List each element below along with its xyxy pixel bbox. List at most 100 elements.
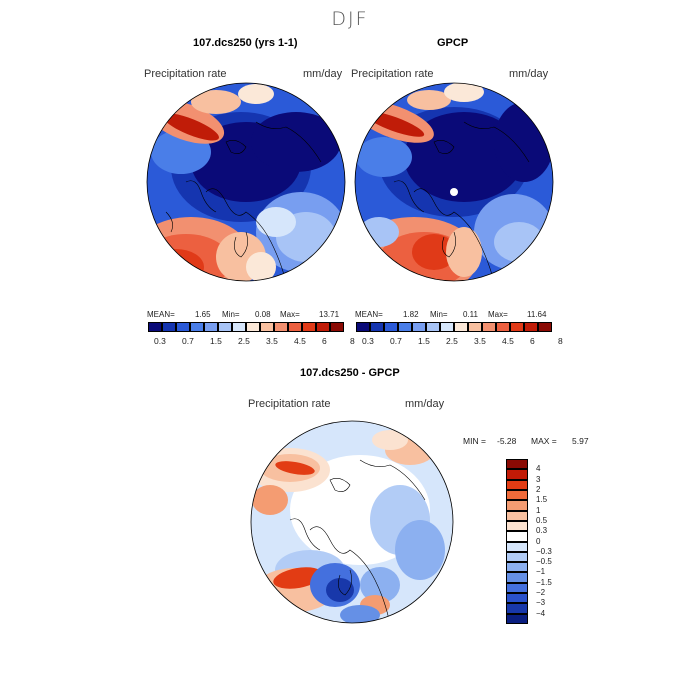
stat-min-model: 0.08: [255, 310, 271, 319]
colorbar-cell: [506, 593, 528, 604]
polar-map-model: [146, 82, 346, 282]
colorbar-cell: [356, 322, 370, 332]
colorbar-ticks-diff: 4 3 2 1.5 1 0.5 0.3 0 −0.3 −0.5 −1 −1.5 −2 −3 −4: [506, 459, 566, 624]
colorbar-cell: [506, 479, 528, 490]
stat-max-obs: 11.64: [527, 310, 547, 319]
colorbar-tick-label: 0.3: [154, 336, 166, 346]
colorbar-cell: [538, 322, 552, 332]
colorbar-tick-label: −3: [536, 598, 546, 608]
variable-label-obs: Precipitation rate: [351, 68, 434, 80]
colorbar-cell: [506, 572, 528, 583]
colorbar-obs: [356, 322, 552, 332]
colorbar-cell: [302, 322, 316, 332]
colorbar-cell: [506, 541, 528, 552]
colorbar-tick-label: 0.5: [536, 515, 548, 525]
colorbar-tick-label: 2: [536, 484, 541, 494]
colorbar-tick-label: 1.5: [210, 336, 222, 346]
colorbar-cell: [426, 322, 440, 332]
colorbar-cell: [506, 459, 528, 470]
colorbar-cell: [506, 613, 528, 624]
stat-mean-label-model: MEAN=: [147, 310, 175, 319]
stat-min-label-diff: MIN =: [463, 436, 486, 446]
colorbar-cell: [162, 322, 176, 332]
colorbar-cell: [440, 322, 454, 332]
colorbar-cell: [506, 551, 528, 563]
panel-title-diff: 107.dcs250 - GPCP: [300, 367, 400, 379]
colorbar-cell: [288, 322, 302, 332]
colorbar-tick-label: 3.5: [474, 336, 486, 346]
colorbar-cell: [496, 322, 510, 332]
colorbar-tick-label: 4.5: [502, 336, 514, 346]
colorbar-cell: [506, 500, 528, 511]
colorbar-cell: [148, 322, 162, 332]
colorbar-tick-label: 0.3: [536, 526, 548, 536]
stat-mean-obs: 1.82: [403, 310, 419, 319]
stat-max-label-diff: MAX =: [531, 436, 557, 446]
panel-title-model: 107.dcs250 (yrs 1-1): [193, 37, 298, 49]
colorbar-cell: [370, 322, 384, 332]
colorbar-tick-label: −0.3: [536, 546, 552, 556]
colorbar-tick-label: 2.5: [238, 336, 250, 346]
colorbar-cell: [506, 603, 528, 614]
colorbar-tick-label: 1.5: [418, 336, 430, 346]
colorbar-cell: [232, 322, 246, 332]
colorbar-cell: [330, 322, 344, 332]
colorbar-tick-label: −0.5: [536, 557, 552, 567]
colorbar-diff: [506, 459, 528, 624]
colorbar-cell: [204, 322, 218, 332]
colorbar-tick-label: 4: [536, 464, 541, 474]
colorbar-tick-label: 1.5: [536, 495, 548, 505]
colorbar-cell: [218, 322, 232, 332]
colorbar-cell: [176, 322, 190, 332]
colorbar-cell: [506, 531, 528, 542]
stat-min-label-model: Min=: [222, 310, 240, 319]
colorbar-cell: [506, 520, 528, 532]
colorbar-cell: [260, 322, 274, 332]
polar-map-obs: [354, 82, 554, 282]
units-label-diff: mm/day: [405, 398, 445, 410]
stat-max-label-model: Max=: [280, 310, 300, 319]
stat-mean-model: 1.65: [195, 310, 211, 319]
colorbar-cell: [510, 322, 524, 332]
colorbar-cell: [246, 322, 260, 332]
colorbar-cell: [190, 322, 204, 332]
colorbar-ticks-model: 0.3 0.7 1.5 2.5 3.5 4.5 6 8: [148, 336, 355, 348]
polar-map-diff: [250, 420, 454, 624]
colorbar-cell: [506, 562, 528, 573]
colorbar-cell: [506, 469, 528, 480]
stat-min-diff: -5.28: [497, 436, 517, 446]
stat-mean-label-obs: MEAN=: [355, 310, 383, 319]
colorbar-cell: [412, 322, 426, 332]
colorbar-tick-label: 0.7: [390, 336, 402, 346]
colorbar-cell: [384, 322, 398, 332]
colorbar-cell: [398, 322, 412, 332]
colorbar-cell: [316, 322, 330, 332]
stat-max-label-obs: Max=: [488, 310, 508, 319]
colorbar-cell: [506, 489, 528, 501]
panel-title-obs: GPCP: [437, 37, 469, 49]
stat-min-label-obs: Min=: [430, 310, 448, 319]
colorbar-tick-label: 2.5: [446, 336, 458, 346]
colorbar-ticks-obs: 0.3 0.7 1.5 2.5 3.5 4.5 6 8: [356, 336, 563, 348]
colorbar-tick-label: 6: [530, 336, 535, 346]
colorbar-tick-label: 3.5: [266, 336, 278, 346]
colorbar-tick-label: −1: [536, 567, 546, 577]
colorbar-cell: [506, 510, 528, 521]
colorbar-tick-label: 6: [322, 336, 327, 346]
season-title: DJF: [331, 8, 369, 30]
units-label-obs: mm/day: [509, 68, 549, 80]
stat-max-model: 13.71: [319, 310, 340, 319]
colorbar-tick-label: 8: [558, 336, 563, 346]
colorbar-tick-label: −2: [536, 588, 546, 598]
colorbar-cell: [454, 322, 468, 332]
colorbar-tick-label: 0.7: [182, 336, 194, 346]
colorbar-tick-label: 1: [536, 505, 541, 515]
colorbar-cell: [506, 582, 528, 594]
colorbar-cell: [482, 322, 496, 332]
colorbar-tick-label: −4: [536, 608, 546, 618]
colorbar-cell: [468, 322, 482, 332]
colorbar-tick-label: 0: [536, 536, 541, 546]
colorbar-tick-label: −1.5: [536, 577, 552, 587]
stat-max-diff: 5.97: [572, 436, 589, 446]
variable-label-model: Precipitation rate: [144, 68, 227, 80]
